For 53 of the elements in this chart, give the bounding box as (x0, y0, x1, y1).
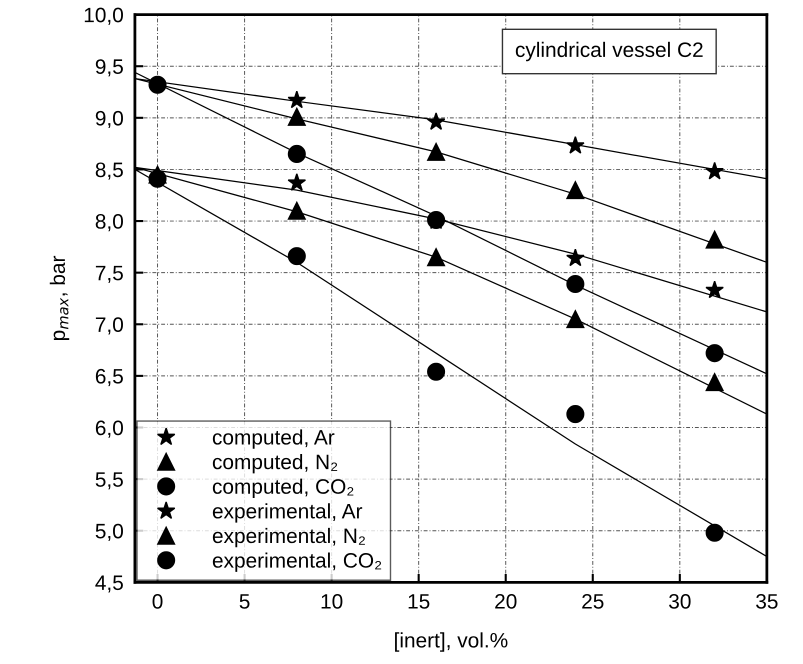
x-tick-label: 15 (408, 594, 430, 609)
x-tick-label: 5 (240, 594, 250, 609)
y-tick-label: 10,0 (84, 8, 123, 25)
x-tick-label: 20 (495, 594, 516, 609)
y-tick-label: 4,5 (95, 576, 123, 593)
point (566, 136, 585, 154)
point (566, 274, 584, 294)
point (427, 248, 446, 266)
y-tick-label: 6,5 (96, 368, 123, 386)
legend-label: experimental, Ar (212, 503, 362, 523)
point (566, 248, 585, 266)
point (288, 202, 306, 220)
x-axis-title: [inert], vol.% (395, 632, 508, 652)
point (705, 280, 724, 298)
annotation: cylindrical vessel C2 (516, 42, 703, 62)
point (706, 344, 724, 362)
legend-label: experimental, CO₂ (212, 552, 382, 572)
y-tick-label: 8,5 (96, 162, 123, 180)
point (427, 362, 446, 381)
legend-label: computed, N₂ (212, 454, 338, 474)
point (288, 90, 306, 108)
x-tick-label: 10 (322, 594, 342, 609)
legend-label: computed, CO₂ (212, 478, 354, 498)
x-tick-label: 35 (756, 594, 778, 609)
point (566, 310, 584, 328)
x-tick-label: 0 (152, 594, 163, 609)
point (427, 142, 446, 161)
y-tick-label: 7,0 (96, 317, 123, 334)
y-axis-title: p$_{max}$, bar (50, 256, 70, 340)
y-tick-label: 6,0 (96, 420, 123, 438)
point (288, 108, 306, 126)
point (706, 230, 724, 249)
y-tick-label: 5,5 (96, 472, 123, 490)
point (288, 173, 306, 191)
y-tick-label: 9,0 (96, 110, 123, 128)
x-tick-label: 30 (669, 594, 691, 609)
point (706, 524, 724, 542)
y-tick-label: 9,5 (96, 59, 123, 76)
point (566, 405, 584, 424)
y-tick-label: 8,0 (96, 214, 123, 232)
point (288, 247, 306, 266)
point (148, 170, 167, 188)
y-tick-label: 7,5 (96, 266, 123, 283)
point (566, 181, 584, 200)
y-tick-label: 5,0 (96, 524, 123, 541)
legend-label: experimental, N₂ (212, 528, 365, 548)
legend-label: computed, Ar (212, 429, 334, 449)
point (705, 162, 724, 180)
x-tick-label: 25 (582, 594, 604, 609)
point (426, 112, 446, 130)
point (148, 76, 167, 94)
point (706, 373, 724, 392)
point (288, 144, 306, 163)
